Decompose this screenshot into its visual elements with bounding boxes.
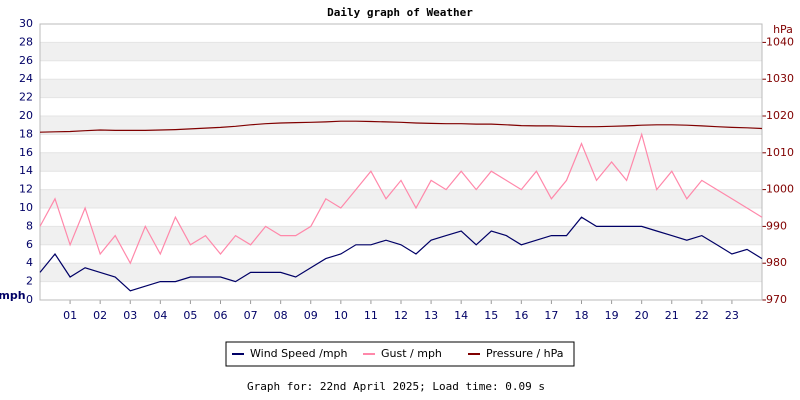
grid-band — [40, 42, 762, 61]
y2-tick-label: 1030 — [766, 72, 794, 85]
x-tick-label: 19 — [605, 309, 619, 322]
y-tick-label: 10 — [19, 201, 33, 214]
legend-label: Pressure / hPa — [486, 347, 564, 360]
y2-tick-label: 1020 — [766, 109, 794, 122]
y-tick-label: 18 — [19, 127, 33, 140]
x-tick-label: 14 — [454, 309, 468, 322]
x-tick-label: 10 — [334, 309, 348, 322]
plot-area — [39, 23, 766, 304]
x-tick-label: 03 — [123, 309, 137, 322]
y-tick-label: 14 — [19, 164, 33, 177]
x-tick-label: 22 — [695, 309, 709, 322]
y2-tick-label: 970 — [766, 293, 787, 306]
x-tick-label: 01 — [63, 309, 77, 322]
x-tick-label: 23 — [725, 309, 739, 322]
y-tick-label: 26 — [19, 54, 33, 67]
y-tick-label: 6 — [26, 238, 33, 251]
legend-box — [225, 341, 575, 367]
x-tick-label: 05 — [183, 309, 197, 322]
y-tick-label: 20 — [19, 109, 33, 122]
x-tick-label: 02 — [93, 309, 107, 322]
y-tick-label: 12 — [19, 183, 33, 196]
y2-tick-label: 990 — [766, 219, 787, 232]
x-tick-label: 13 — [424, 309, 438, 322]
x-tick-label: 11 — [364, 309, 378, 322]
plot-border — [39, 23, 763, 301]
x-tick-label: 07 — [244, 309, 258, 322]
grid-band — [40, 263, 762, 282]
chart-title: Daily graph of Weather — [327, 6, 473, 19]
grid-band — [40, 226, 762, 245]
y2-tick-label: 1040 — [766, 35, 794, 48]
x-tick-label: 16 — [514, 309, 528, 322]
y-axis-label: mph — [0, 289, 26, 302]
y-tick-label: 28 — [19, 35, 33, 48]
y2-tick-label: 1000 — [766, 183, 794, 196]
y-tick-label: 8 — [26, 219, 33, 232]
footer: Graph for: 22nd April 2025; Load time: 0… — [247, 380, 545, 393]
legend-label: Gust / mph — [381, 347, 442, 360]
y-tick-label: 22 — [19, 91, 33, 104]
x-tick-label: 09 — [304, 309, 318, 322]
grid-band — [40, 152, 762, 172]
x-tick-label: 17 — [544, 309, 558, 322]
y2-axis-label: hPa — [773, 23, 793, 36]
x-tick-label: 15 — [484, 309, 498, 322]
y-tick-label: 30 — [19, 17, 33, 30]
x-tick-label: 08 — [274, 309, 288, 322]
series-line — [39, 120, 763, 133]
grid-band — [40, 79, 762, 98]
x-tick-label: 04 — [153, 309, 167, 322]
x-tick-label: 18 — [575, 309, 589, 322]
y-tick-label: 24 — [19, 72, 33, 85]
y2-tick-label: 980 — [766, 256, 787, 269]
x-tick-label: 20 — [635, 309, 649, 322]
y-tick-label: 0 — [26, 293, 33, 306]
y-tick-label: 4 — [26, 256, 33, 269]
grid-band — [40, 189, 762, 208]
x-tick-label: 21 — [665, 309, 679, 322]
x-tick-label: 06 — [214, 309, 228, 322]
y2-tick-label: 1010 — [766, 146, 794, 159]
series-line — [39, 132, 763, 265]
y-tick-label: 16 — [19, 146, 33, 159]
legend-label: Wind Speed /mph — [250, 347, 348, 360]
series-line — [39, 216, 763, 292]
y-tick-label: 2 — [26, 275, 33, 288]
grid-band — [40, 116, 762, 135]
x-tick-label: 12 — [394, 309, 408, 322]
